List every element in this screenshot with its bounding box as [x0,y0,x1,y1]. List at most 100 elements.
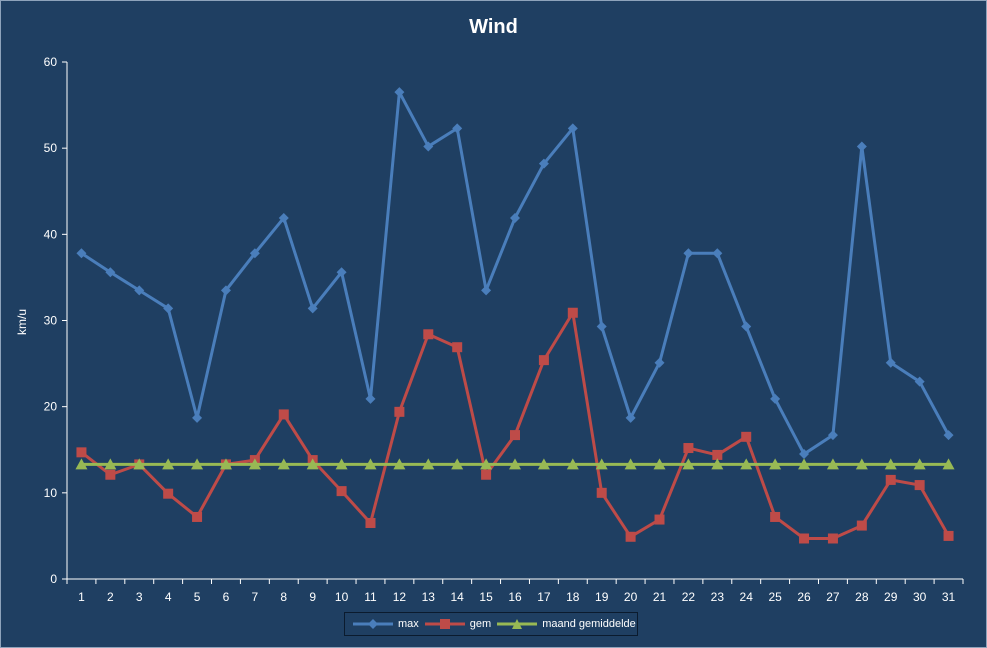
data-point-maand-gemiddelde [711,458,724,470]
legend-label-gem: gem [469,618,492,630]
chart-title: Wind [469,16,518,38]
data-point-max [856,141,867,152]
data-point-max [76,248,87,259]
legend-label-maand-gemiddelde: maand gemiddelde [542,618,636,630]
data-point-max [192,412,203,423]
data-point-maand-gemiddelde [826,458,839,470]
data-point-maand-gemiddelde [162,458,175,470]
y-tick-label: 50 [44,141,58,155]
data-point-max [365,393,376,404]
data-point-maand-gemiddelde [364,458,377,470]
data-point-maand-gemiddelde [75,458,88,470]
data-point-gem [741,431,752,442]
data-point-maand-gemiddelde [133,458,146,470]
data-point-max [712,248,723,259]
y-tick-label: 30 [44,314,58,328]
data-point-max [134,285,145,296]
x-tick-label: 11 [364,590,377,604]
data-point-maand-gemiddelde [855,458,868,470]
x-tick-label: 15 [479,590,493,604]
data-point-max [567,123,578,134]
data-point-maand-gemiddelde [595,458,608,470]
legend-item-maand-gemiddelde: maand gemiddelde [495,618,636,630]
data-point-gem [423,329,434,340]
legend: max gem maand gemiddelde [344,612,638,636]
data-point-maand-gemiddelde [537,458,550,470]
data-point-max [741,321,752,332]
x-tick-label: 13 [422,590,436,604]
data-point-gem [481,469,492,480]
x-tick-label: 18 [566,590,580,604]
legend-item-max: max [351,618,419,630]
data-point-maand-gemiddelde [566,458,579,470]
x-tick-label: 29 [884,590,898,604]
y-tick-label: 20 [44,400,58,414]
legend-label-max: max [398,618,419,630]
data-point-gem [365,517,376,528]
data-point-gem [914,480,925,491]
x-tick-label: 16 [508,590,522,604]
x-tick-label: 2 [107,590,114,604]
data-point-maand-gemiddelde [306,458,319,470]
x-tick-label: 25 [768,590,782,604]
data-point-max [105,267,116,278]
data-point-gem [538,355,549,366]
data-point-maand-gemiddelde [769,458,782,470]
data-point-max [654,357,665,368]
x-tick-label: 27 [826,590,840,604]
data-point-maand-gemiddelde [509,458,521,470]
x-tick-label: 5 [194,590,201,604]
data-point-max [510,212,520,223]
data-point-maand-gemiddelde [884,458,897,470]
data-point-maand-gemiddelde [480,458,493,470]
x-tick-label: 12 [393,590,407,604]
data-point-max [394,87,405,98]
data-point-maand-gemiddelde [393,458,406,470]
series-line-gem [80,311,950,541]
data-point-maand-gemiddelde [335,458,348,470]
data-point-maand-gemiddelde [422,458,435,470]
data-point-maand-gemiddelde [653,458,666,470]
x-tick-label: 24 [740,590,754,604]
data-point-gem [336,486,347,497]
x-tick-label: 17 [537,590,551,604]
x-tick-label: 23 [711,590,725,604]
x-tick-label: 9 [309,590,316,604]
data-point-maand-gemiddelde [219,458,232,470]
x-tick-label: 1 [78,590,85,604]
x-tick-label: 20 [624,590,638,604]
x-tick-label: 3 [136,590,143,604]
x-tick-label: 30 [913,590,927,604]
data-point-gem [654,514,665,525]
y-tick-label: 10 [44,486,58,500]
data-point-max [683,248,694,259]
data-point-max [596,321,607,332]
legend-swatch-gem [423,618,467,630]
data-point-max [914,376,925,387]
data-point-gem [799,533,810,544]
data-point-gem [885,474,896,485]
y-tick-label: 60 [44,55,58,69]
data-point-gem [596,487,607,498]
data-point-gem [567,307,578,318]
data-point-gem [770,511,781,522]
legend-swatch-maand-gemiddelde [495,618,539,630]
x-tick-label: 21 [653,590,667,604]
data-point-max [827,430,838,441]
data-point-max [307,303,318,314]
y-tick-label: 0 [50,572,57,586]
data-point-maand-gemiddelde [798,458,811,470]
x-tick-label: 6 [223,590,230,604]
data-point-max [481,285,492,296]
x-tick-label: 28 [855,590,869,604]
data-point-maand-gemiddelde [740,458,753,470]
data-point-gem [452,342,463,353]
data-point-max [249,248,260,259]
data-point-maand-gemiddelde [277,458,290,470]
data-point-max [799,449,810,460]
data-point-max [538,158,549,169]
data-point-max [163,303,174,314]
data-point-maand-gemiddelde [451,458,464,470]
y-tick-label: 40 [44,227,58,241]
